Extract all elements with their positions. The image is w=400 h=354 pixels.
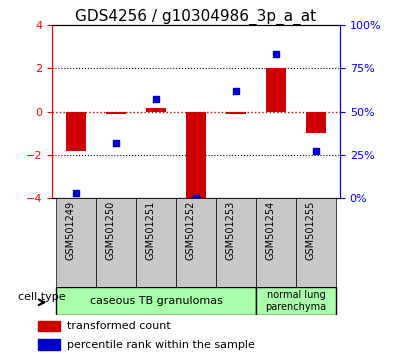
- Bar: [296, 198, 336, 287]
- Point: [313, 149, 319, 154]
- Bar: [96, 198, 136, 287]
- Text: normal lung
parenchyma: normal lung parenchyma: [266, 290, 326, 312]
- Text: GSM501251: GSM501251: [146, 201, 156, 260]
- Text: transformed count: transformed count: [67, 321, 170, 331]
- Point: [73, 190, 79, 196]
- Bar: [56, 198, 96, 287]
- Text: percentile rank within the sample: percentile rank within the sample: [67, 339, 255, 350]
- Title: GDS4256 / g10304986_3p_a_at: GDS4256 / g10304986_3p_a_at: [76, 8, 316, 25]
- Bar: [226, 112, 246, 114]
- Bar: [186, 112, 206, 202]
- Point: [193, 195, 199, 201]
- Text: cell type: cell type: [18, 292, 66, 302]
- Text: caseous TB granulomas: caseous TB granulomas: [90, 296, 222, 306]
- Bar: [176, 198, 216, 287]
- Bar: [106, 112, 126, 114]
- Point: [153, 97, 159, 102]
- Text: GSM501252: GSM501252: [186, 201, 196, 260]
- Bar: [306, 112, 326, 133]
- Text: GSM501254: GSM501254: [266, 201, 276, 260]
- Bar: [136, 198, 176, 287]
- Bar: [38, 339, 60, 350]
- Text: GSM501255: GSM501255: [306, 201, 316, 260]
- Text: GSM501253: GSM501253: [226, 201, 236, 260]
- Bar: [38, 320, 60, 331]
- Bar: [66, 112, 86, 150]
- Point: [113, 140, 119, 145]
- Bar: [266, 68, 286, 112]
- Bar: [256, 198, 296, 287]
- Bar: [146, 108, 166, 112]
- Bar: [256, 287, 336, 315]
- Point: [273, 51, 279, 57]
- Point: [233, 88, 239, 93]
- Text: GSM501249: GSM501249: [66, 201, 76, 260]
- Bar: [56, 287, 256, 315]
- Text: GSM501250: GSM501250: [106, 201, 116, 260]
- Bar: [216, 198, 256, 287]
